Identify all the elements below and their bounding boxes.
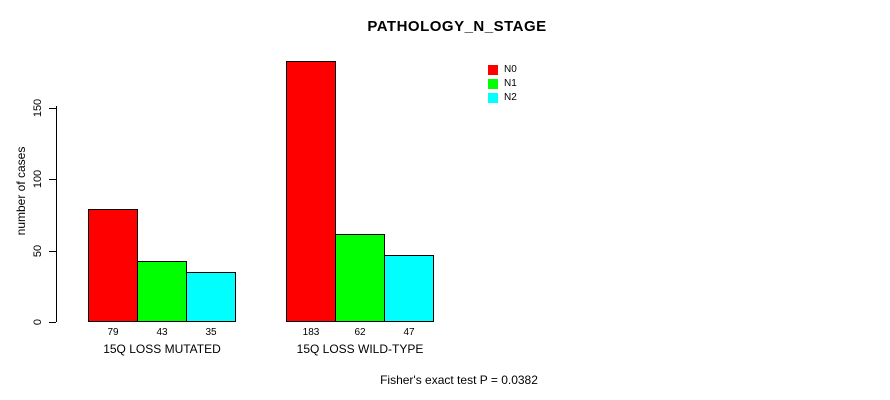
legend-label: N1 bbox=[504, 78, 517, 89]
legend-swatch-n1 bbox=[488, 79, 498, 89]
y-tick-label: 50 bbox=[32, 244, 44, 257]
bar-value-label: 35 bbox=[205, 327, 217, 338]
legend-row-n2: N2 bbox=[488, 91, 517, 105]
category-label: 15Q LOSS MUTATED bbox=[103, 342, 221, 356]
y-tick-mark bbox=[49, 179, 56, 181]
legend-row-n0: N0 bbox=[488, 63, 517, 77]
bar-15q-loss-wild-type-n0 bbox=[286, 61, 336, 322]
legend-label: N2 bbox=[504, 92, 517, 103]
chart-title: PATHOLOGY_N_STAGE bbox=[367, 18, 547, 35]
y-tick-mark bbox=[49, 322, 56, 323]
bar-15q-loss-wild-type-n2 bbox=[384, 255, 434, 322]
bar-value-label: 62 bbox=[354, 327, 366, 338]
legend-swatch-n0 bbox=[488, 65, 498, 75]
y-axis-label: number of cases bbox=[14, 146, 28, 236]
bar-value-label: 79 bbox=[107, 327, 119, 338]
bar-value-label: 47 bbox=[403, 327, 415, 338]
bar-value-label: 43 bbox=[156, 327, 168, 338]
bar-15q-loss-wild-type-n1 bbox=[335, 234, 385, 322]
legend-label: N0 bbox=[504, 64, 517, 75]
bar-15q-loss-mutated-n2 bbox=[186, 272, 236, 322]
y-tick-mark bbox=[49, 250, 56, 252]
stat-annotation: Fisher's exact test P = 0.0382 bbox=[380, 373, 538, 387]
bar-value-label: 183 bbox=[302, 327, 320, 338]
legend: N0 N1 N2 bbox=[488, 63, 517, 105]
bar-15q-loss-mutated-n0 bbox=[88, 209, 138, 322]
y-tick-label: 0 bbox=[32, 318, 44, 326]
category-label: 15Q LOSS WILD-TYPE bbox=[296, 342, 424, 356]
legend-swatch-n2 bbox=[488, 93, 498, 103]
y-tick-label: 100 bbox=[32, 170, 44, 189]
y-axis-line bbox=[56, 106, 57, 322]
y-tick-mark bbox=[49, 108, 56, 109]
legend-row-n1: N1 bbox=[488, 77, 517, 91]
y-tick-label: 150 bbox=[32, 98, 44, 118]
bar-15q-loss-mutated-n1 bbox=[137, 261, 187, 322]
